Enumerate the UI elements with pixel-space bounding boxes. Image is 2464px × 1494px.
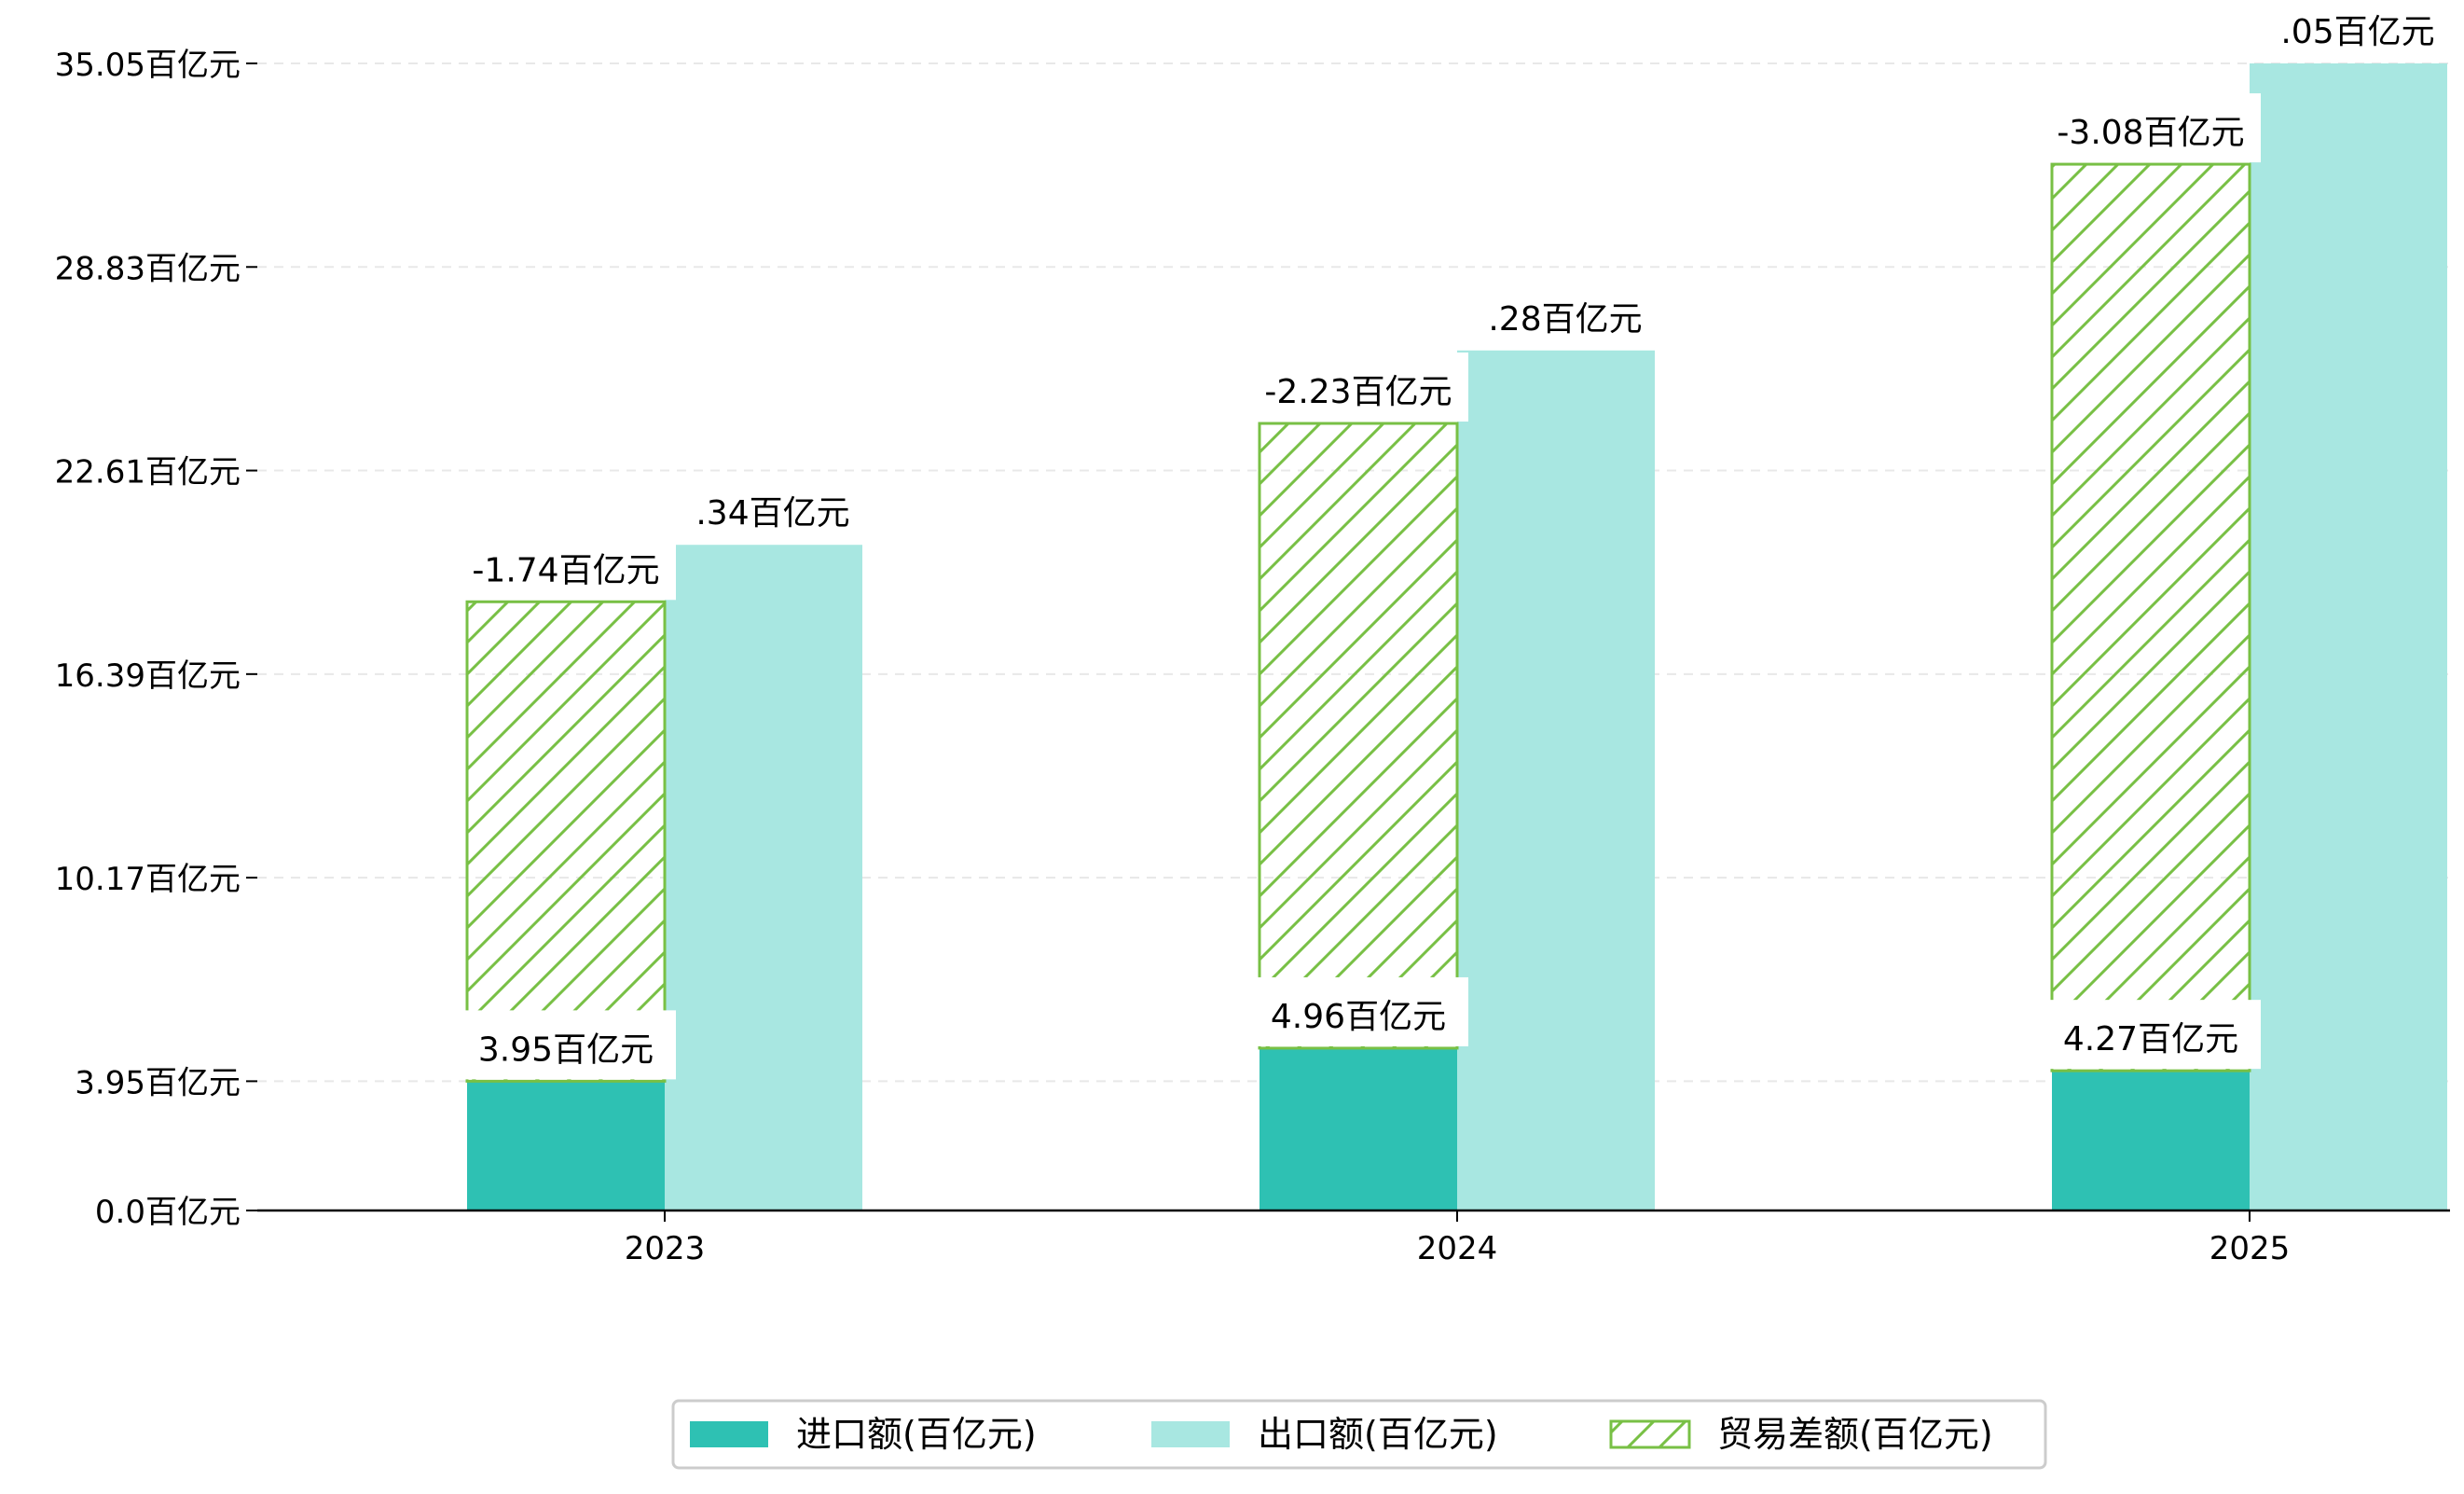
label-export-2023: .34百亿元 [695,494,849,533]
y-tick-label: 3.95百亿元 [75,1064,241,1101]
bar-export-2023 [665,545,862,1210]
label-balance-2025-bg [2041,93,2261,163]
label-import-2025: 4.27百亿元 [2063,1020,2238,1058]
bar-balance-2024 [1258,422,1459,1050]
legend-label: 进口额(百亿元) [796,1414,1037,1455]
label-import-2025-bg [2041,1000,2261,1070]
label-import-2023-bg [456,1010,676,1080]
label-balance-2024: -2.23百亿元 [1264,373,1452,411]
y-tick-label: 35.05百亿元 [55,47,241,84]
label-import-2024: 4.96百亿元 [1271,998,1446,1036]
label-export-2025: .05百亿元 [2280,13,2434,51]
x-tick-label: 2024 [1417,1230,1498,1267]
legend-box [671,1399,2047,1470]
bar-import-2024 [1260,1047,1457,1210]
legend-swatch-import [690,1421,768,1447]
label-export-2023-bg [663,474,883,544]
x-tick-label: 2023 [625,1230,706,1267]
label-export-2025-bg [2248,0,2464,62]
legend-label: 贸易差额(百亿元) [1717,1414,1993,1455]
label-balance-2024-bg [1248,353,1468,422]
x-tick-label: 2025 [2209,1230,2291,1267]
y-tick-label: 28.83百亿元 [55,250,241,287]
data-labels: .34百亿元 -1.74百亿元 3.95百亿元 .28百亿元 -2.23百亿元 4.96百… [456,0,2464,1080]
label-import-2024-bg [1248,976,1468,1046]
label-balance-2023: -1.74百亿元 [472,551,659,589]
y-tick-label: 22.61百亿元 [55,454,241,491]
y-tick-label: 16.39百亿元 [55,657,241,695]
y-tick-label: 10.17百亿元 [55,861,241,898]
bar-export-2025 [2250,63,2447,1210]
bar-export-2024 [1457,350,1655,1210]
bar-import-2023 [467,1081,665,1210]
label-import-2023: 3.95百亿元 [478,1031,654,1069]
bars [465,63,2447,1210]
legend: 进口额(百亿元) 出口额(百亿元) 贸易差额(百亿元) [671,1399,2047,1470]
legend-label: 出口额(百亿元) [1258,1414,1498,1455]
legend-swatch-balance [1609,1419,1691,1449]
bar-balance-2023 [465,600,667,1083]
label-export-2024: .28百亿元 [1488,300,1642,339]
bar-import-2025 [2052,1071,2250,1210]
label-export-2024-bg [1455,279,1675,349]
label-balance-2023-bg [456,531,676,601]
legend-swatch-export [1151,1421,1230,1447]
bar-balance-2025 [2050,162,2251,1072]
axes: 0.0百亿元 3.95百亿元 10.17百亿元 16.39百亿元 22.61百亿元 28.… [55,47,2450,1267]
label-balance-2025: -3.08百亿元 [2057,114,2244,152]
y-tick-label: 0.0百亿元 [95,1194,241,1231]
